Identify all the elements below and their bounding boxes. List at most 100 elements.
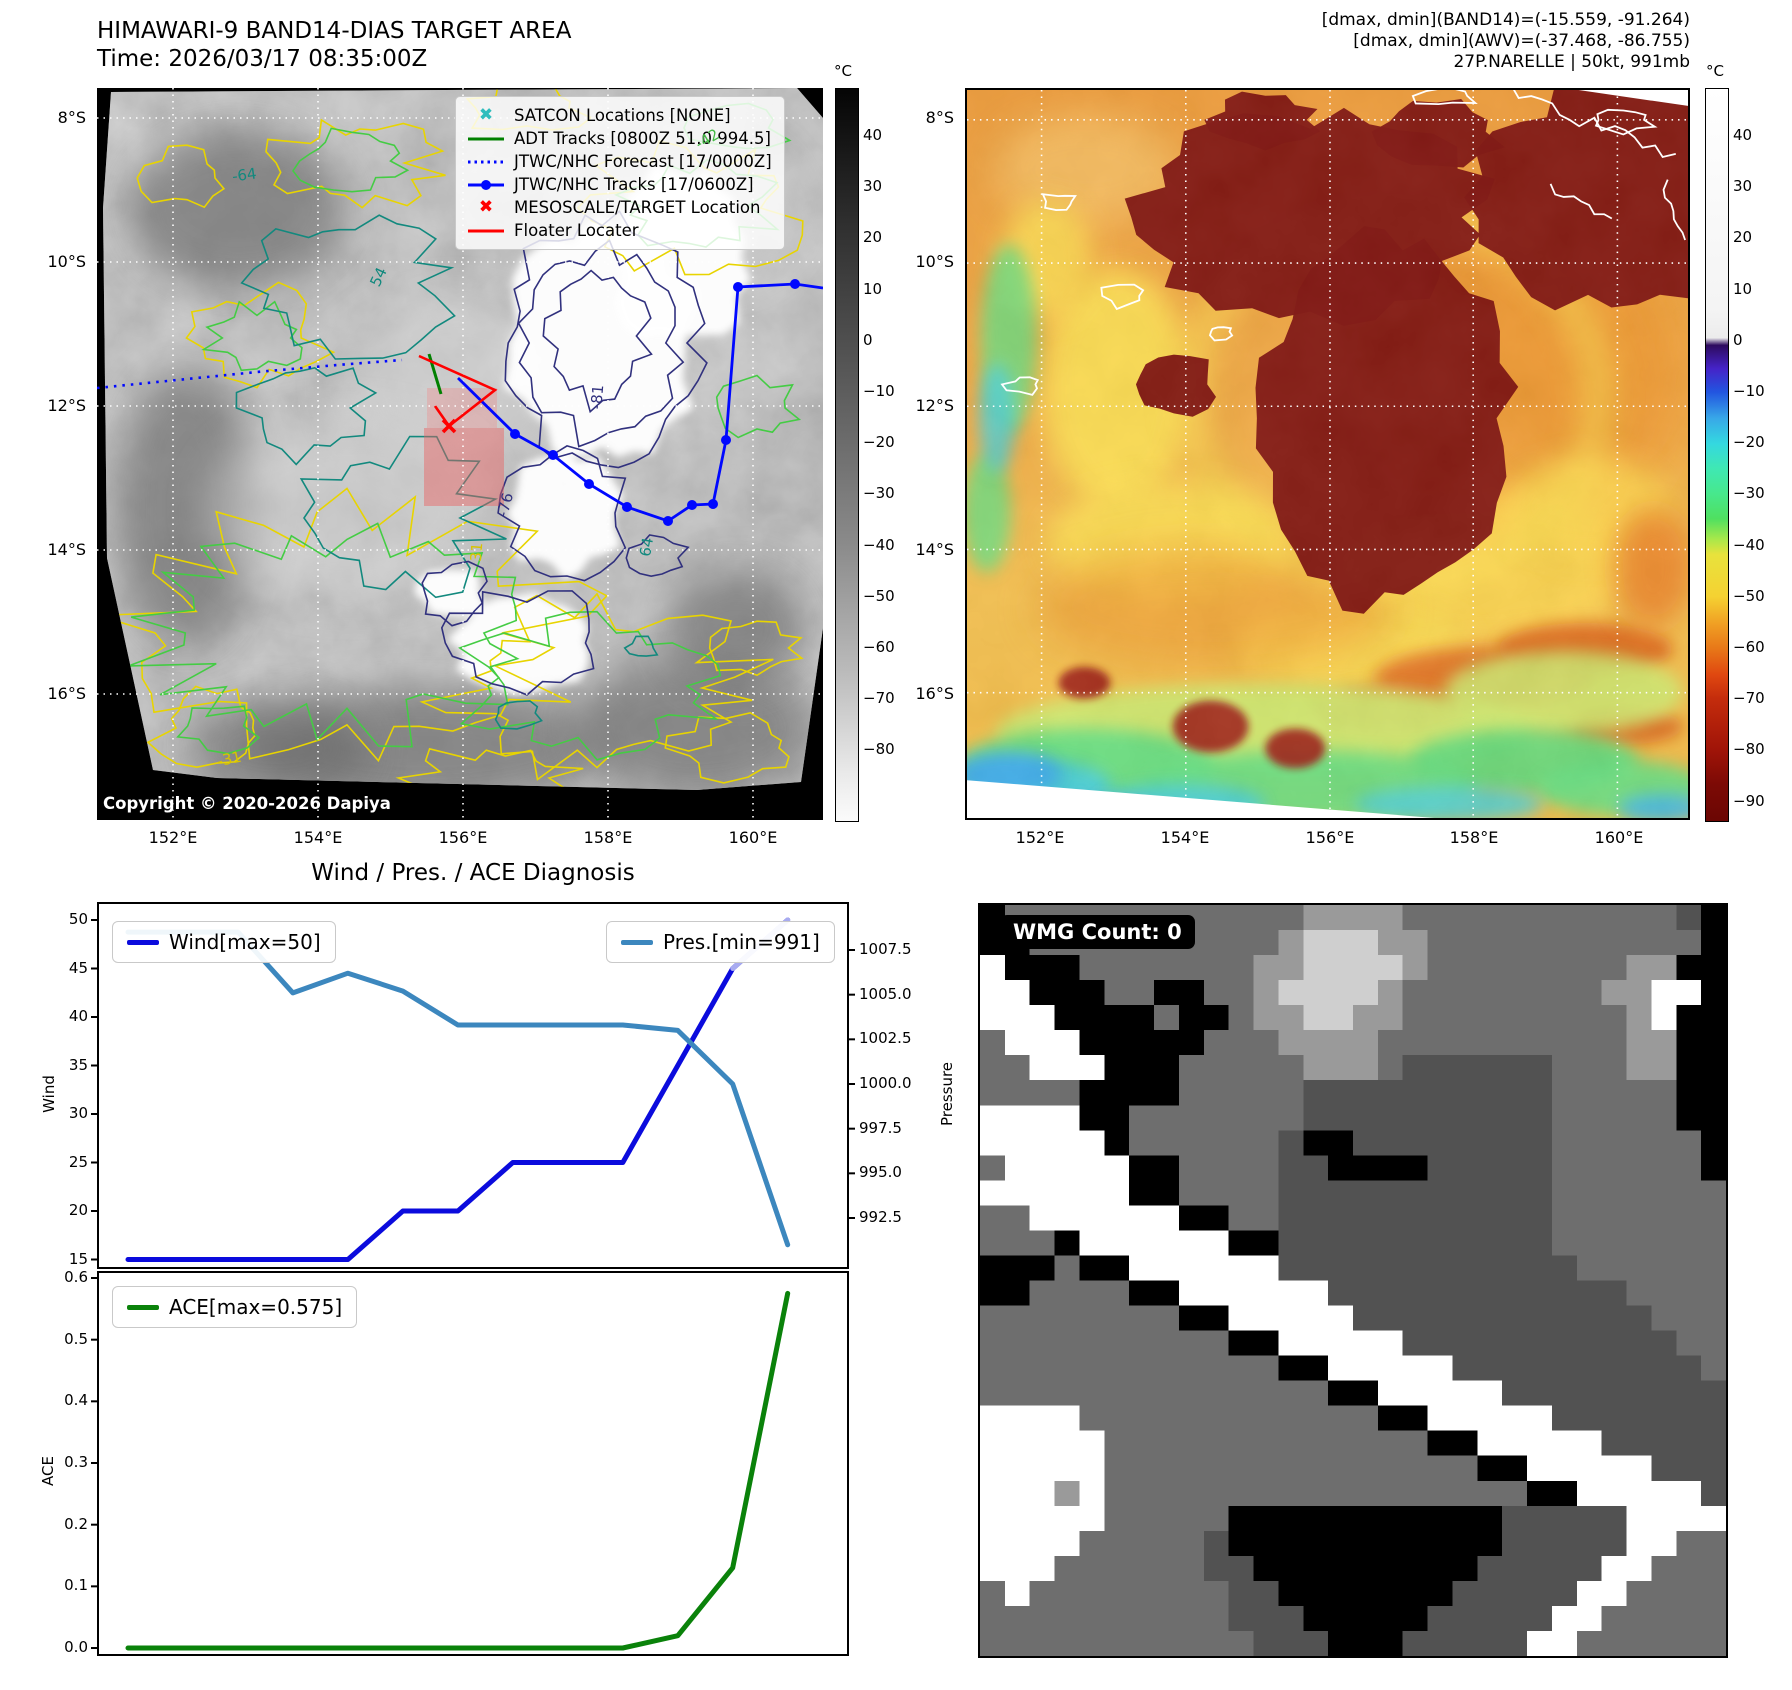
colorbar-tick-label: −90 bbox=[1733, 791, 1765, 810]
colorbar-tick-label: −30 bbox=[863, 484, 895, 503]
colorbar-tick-label: −80 bbox=[1733, 740, 1765, 759]
axis-tick-label: 35 bbox=[68, 1055, 88, 1074]
legend-item: Floater Locater bbox=[466, 219, 772, 242]
wmg-count-badge: WMG Count: 0 bbox=[1000, 915, 1195, 949]
line-marker-icon bbox=[466, 133, 506, 145]
legend-wind: Wind[max=50] bbox=[112, 921, 336, 963]
axis-tick-label: 995.0 bbox=[859, 1163, 902, 1182]
pressure-axis-title: Pressure bbox=[938, 1061, 957, 1127]
awv-satellite-art bbox=[967, 90, 1688, 818]
series-wind bbox=[125, 917, 791, 1262]
axis-tick-label: 25 bbox=[68, 1152, 88, 1171]
lat-tick-label: 16°S bbox=[47, 684, 86, 703]
axis-tick-label: 1005.0 bbox=[859, 984, 912, 1003]
axis-tick-label: 40 bbox=[68, 1007, 88, 1025]
awv-colorbar-unit: °C bbox=[1706, 62, 1724, 80]
colorbar-tick-label: −60 bbox=[1733, 638, 1765, 656]
axis-tick-label: 0.2 bbox=[64, 1514, 88, 1533]
lat-tick-label: 12°S bbox=[915, 396, 954, 415]
lon-tick-label: 152°E bbox=[1015, 828, 1065, 847]
legend-item: ✖ SATCON Locations [NONE] bbox=[466, 104, 772, 127]
lon-tick-label: 158°E bbox=[1449, 828, 1499, 847]
colorbar-tick-label: 40 bbox=[1733, 126, 1753, 144]
colorbar-tick-label: 10 bbox=[1733, 279, 1753, 298]
legend-item-label: MESOSCALE/TARGET Location bbox=[514, 198, 761, 217]
axis-tick-label: 0.5 bbox=[64, 1329, 88, 1348]
legend-item-label: SATCON Locations [NONE] bbox=[514, 106, 731, 125]
legend-pres: Pres.[min=991] bbox=[606, 921, 835, 963]
storm-id-label: 27P.NARELLE | 50kt, 991mb bbox=[1453, 52, 1690, 72]
colorbar-tick-label: −80 bbox=[863, 740, 895, 759]
x-marker-icon: ✖ bbox=[478, 197, 494, 217]
legend-wind-label: Wind[max=50] bbox=[169, 930, 321, 954]
legend-item: ADT Tracks [0800Z 51.0 994.5] bbox=[466, 127, 772, 150]
legend-item: JTWC/NHC Tracks [17/0600Z] bbox=[466, 173, 772, 196]
legend-item: ✖ MESOSCALE/TARGET Location bbox=[466, 196, 772, 219]
figure-title: HIMAWARI-9 BAND14-DIAS TARGET AREA bbox=[97, 18, 572, 44]
lon-tick-label: 160°E bbox=[1594, 828, 1644, 847]
axis-tick-label: 30 bbox=[68, 1104, 88, 1122]
colorbar-tick-label: −50 bbox=[863, 586, 895, 605]
legend-item-label: Floater Locater bbox=[514, 221, 639, 240]
line-marker-icon bbox=[466, 225, 506, 237]
wind-line-swatch bbox=[127, 939, 159, 945]
legend-ace-label: ACE[max=0.575] bbox=[169, 1295, 343, 1319]
colorbar-tick-label: −70 bbox=[863, 689, 895, 708]
lat-tick-label: 14°S bbox=[47, 540, 86, 559]
colorbar-tick-label: −60 bbox=[863, 638, 895, 656]
axis-tick-label: 0.3 bbox=[64, 1453, 88, 1471]
legend-item-label: ADT Tracks [0800Z 51.0 994.5] bbox=[514, 129, 771, 148]
colorbar-tick-label: −50 bbox=[1733, 586, 1765, 605]
colorbar-tick-label: −20 bbox=[863, 433, 895, 452]
lon-tick-label: 154°E bbox=[1160, 828, 1210, 847]
line-marker-icon bbox=[466, 179, 506, 191]
colorbar-tick-label: −20 bbox=[1733, 433, 1765, 452]
axis-tick-label: 1002.5 bbox=[859, 1029, 912, 1048]
band14-map-panel: ✖ SATCON Locations [NONE] ADT Tracks [0800… bbox=[97, 88, 823, 820]
lat-tick-label: 8°S bbox=[57, 108, 86, 127]
axis-tick-label: 0.6 bbox=[64, 1268, 88, 1286]
wmg-pixel-image bbox=[980, 905, 1726, 1656]
lon-tick-label: 156°E bbox=[1305, 828, 1355, 847]
colorbar-tick-label: −40 bbox=[863, 535, 895, 554]
diagnosis-charts bbox=[91, 902, 855, 1656]
lon-tick-label: 154°E bbox=[293, 828, 343, 847]
colorbar-tick-label: −40 bbox=[1733, 535, 1765, 554]
colorbar-tick-label: 30 bbox=[1733, 177, 1753, 196]
axis-tick-label: 992.5 bbox=[859, 1208, 902, 1226]
axis-tick-label: 0.0 bbox=[64, 1638, 88, 1657]
lat-tick-label: 14°S bbox=[915, 540, 954, 559]
axis-tick-label: 1007.5 bbox=[859, 940, 912, 958]
legend-pres-label: Pres.[min=991] bbox=[663, 930, 820, 954]
colorbar-tick-label: −30 bbox=[1733, 484, 1765, 503]
lat-tick-label: 10°S bbox=[915, 252, 954, 271]
band14-colorbar bbox=[835, 88, 859, 822]
stat-awv-range: [dmax, dmin](AWV)=(-37.468, -86.755) bbox=[1353, 31, 1690, 51]
axis-tick-label: 0.1 bbox=[64, 1576, 88, 1595]
legend-item-label: JTWC/NHC Forecast [17/0000Z] bbox=[514, 152, 772, 171]
map-legend: ✖ SATCON Locations [NONE] ADT Tracks [0800… bbox=[455, 96, 785, 250]
ace-line-swatch bbox=[127, 1304, 159, 1310]
axis-tick-label: 45 bbox=[68, 958, 88, 977]
colorbar-tick-label: 20 bbox=[863, 228, 883, 247]
stat-band14-range: [dmax, dmin](BAND14)=(-15.559, -91.264) bbox=[1321, 10, 1690, 30]
colorbar-tick-label: −10 bbox=[863, 382, 895, 400]
awv-map-panel bbox=[965, 88, 1690, 820]
axis-tick-label: 1000.0 bbox=[859, 1074, 912, 1092]
axis-tick-label: 20 bbox=[68, 1201, 88, 1219]
legend-ace: ACE[max=0.575] bbox=[112, 1286, 358, 1328]
axis-tick-label: 50 bbox=[68, 910, 88, 928]
colorbar-tick-label: 40 bbox=[863, 126, 883, 144]
colorbar-tick-label: 0 bbox=[863, 330, 873, 349]
series-ace bbox=[125, 1290, 791, 1651]
axis-tick-label: 0.4 bbox=[64, 1391, 88, 1410]
x-marker-icon: ✖ bbox=[478, 105, 494, 125]
legend-item-label: JTWC/NHC Tracks [17/0600Z] bbox=[514, 175, 754, 194]
colorbar-tick-label: 10 bbox=[863, 279, 883, 298]
colorbar-tick-label: −10 bbox=[1733, 382, 1765, 400]
lon-tick-label: 156°E bbox=[438, 828, 488, 847]
awv-colorbar bbox=[1705, 88, 1729, 822]
colorbar-tick-label: 0 bbox=[1733, 330, 1743, 349]
lon-tick-label: 152°E bbox=[148, 828, 198, 847]
